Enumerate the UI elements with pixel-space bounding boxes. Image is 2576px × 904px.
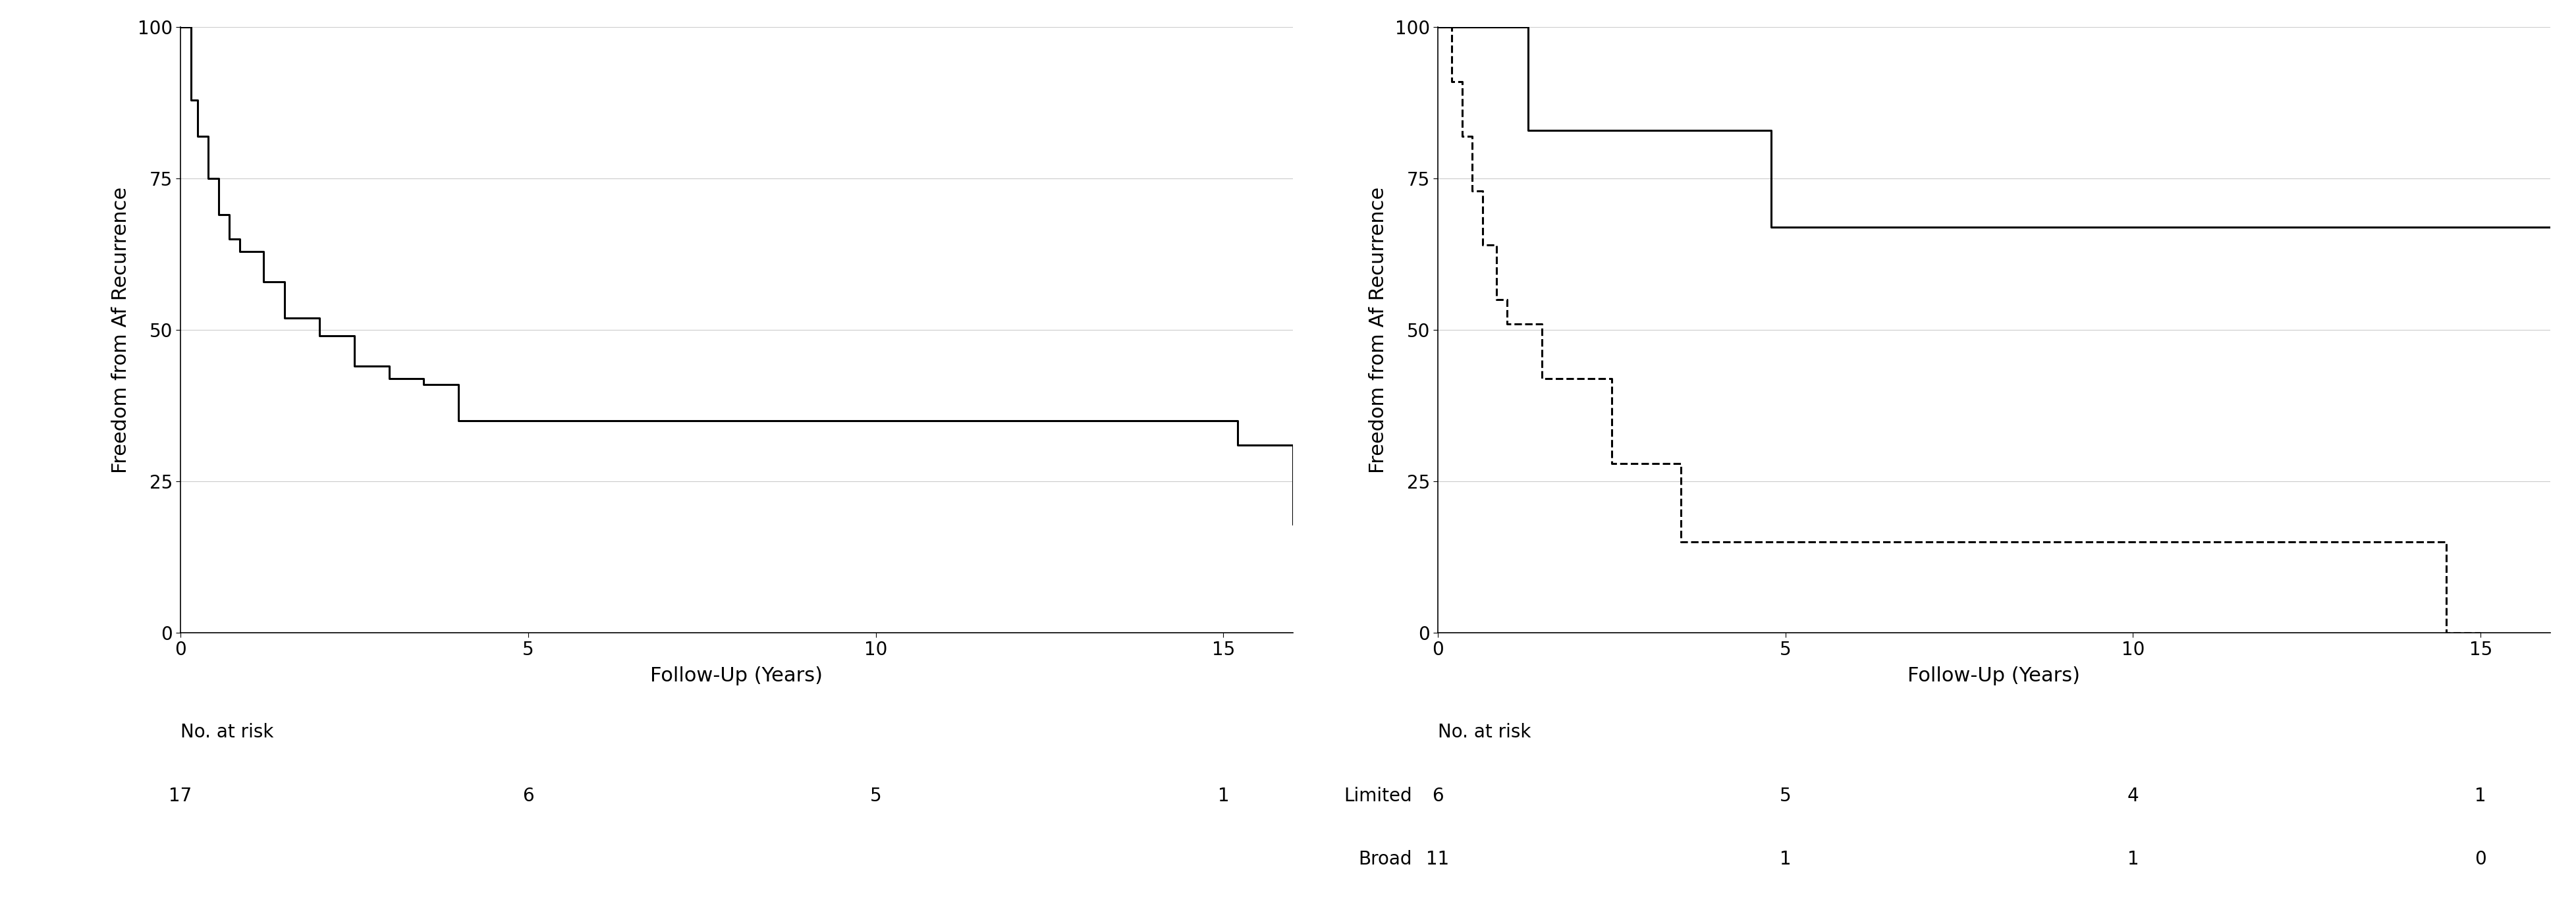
Text: No. at risk: No. at risk (1437, 723, 1530, 741)
X-axis label: Follow-Up (Years): Follow-Up (Years) (1909, 666, 2081, 685)
Text: 11: 11 (1427, 850, 1450, 868)
Text: Broad: Broad (1358, 850, 1412, 868)
Text: 5: 5 (1780, 786, 1790, 805)
Text: No. at risk: No. at risk (180, 723, 273, 741)
Text: B: B (1381, 0, 1404, 3)
Text: 17: 17 (167, 786, 193, 805)
Text: 4: 4 (2128, 786, 2138, 805)
Text: 0: 0 (2476, 850, 2486, 868)
X-axis label: Follow-Up (Years): Follow-Up (Years) (649, 666, 822, 685)
Y-axis label: Freedom from Af Recurrence: Freedom from Af Recurrence (111, 186, 131, 474)
Y-axis label: Freedom from Af Recurrence: Freedom from Af Recurrence (1368, 186, 1388, 474)
Text: 1: 1 (2128, 850, 2138, 868)
Text: 5: 5 (871, 786, 881, 805)
Text: 1: 1 (1218, 786, 1229, 805)
Text: Limited: Limited (1345, 786, 1412, 805)
Text: A: A (124, 0, 147, 3)
Text: 1: 1 (1780, 850, 1790, 868)
Text: 6: 6 (1432, 786, 1443, 805)
Text: 6: 6 (523, 786, 533, 805)
Text: 1: 1 (2476, 786, 2486, 805)
